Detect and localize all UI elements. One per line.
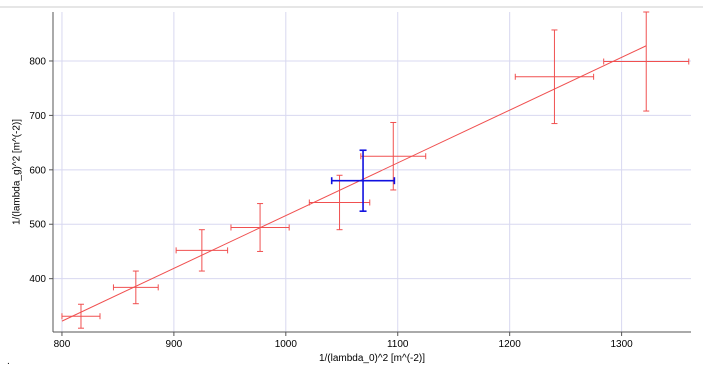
x-tick-label: 800	[54, 339, 71, 350]
top-separator	[0, 6, 703, 8]
fit-line	[61, 45, 647, 322]
fit-line-layer	[61, 45, 647, 322]
x-tick-label: 1000	[275, 339, 298, 350]
tick-labels: 800 900 1000 1100 1200 1300 400 500 600 700 800	[29, 56, 633, 350]
data-point	[112, 270, 159, 305]
tick-marks	[49, 60, 623, 336]
data-point	[514, 29, 595, 125]
x-tick-label: 1200	[499, 339, 522, 350]
x-tick-label: 1100	[387, 339, 409, 350]
x-tick-label: 900	[166, 339, 183, 350]
data-point	[603, 11, 690, 112]
y-tick-label: 700	[29, 111, 46, 122]
grid	[53, 12, 691, 332]
data-point	[230, 203, 290, 252]
y-axis-title: 1/(lambda_g)^2 [m^(-2)]	[12, 119, 23, 225]
x-axis-title: 1/(lambda_0)^2 [m^(-2)]	[319, 353, 425, 364]
y-tick-label: 500	[29, 220, 46, 231]
y-tick-label: 600	[29, 165, 46, 176]
y-tick-label: 800	[29, 56, 46, 67]
y-tick-label: 400	[29, 274, 46, 285]
data-point	[308, 174, 371, 231]
highlighted-data-point	[330, 149, 396, 212]
data-point	[175, 229, 229, 272]
data-point	[360, 121, 427, 191]
data-point	[61, 303, 101, 329]
corner-mark: .	[7, 356, 10, 367]
axes	[52, 12, 691, 333]
data-points	[61, 11, 690, 329]
x-tick-label: 1300	[610, 339, 633, 350]
